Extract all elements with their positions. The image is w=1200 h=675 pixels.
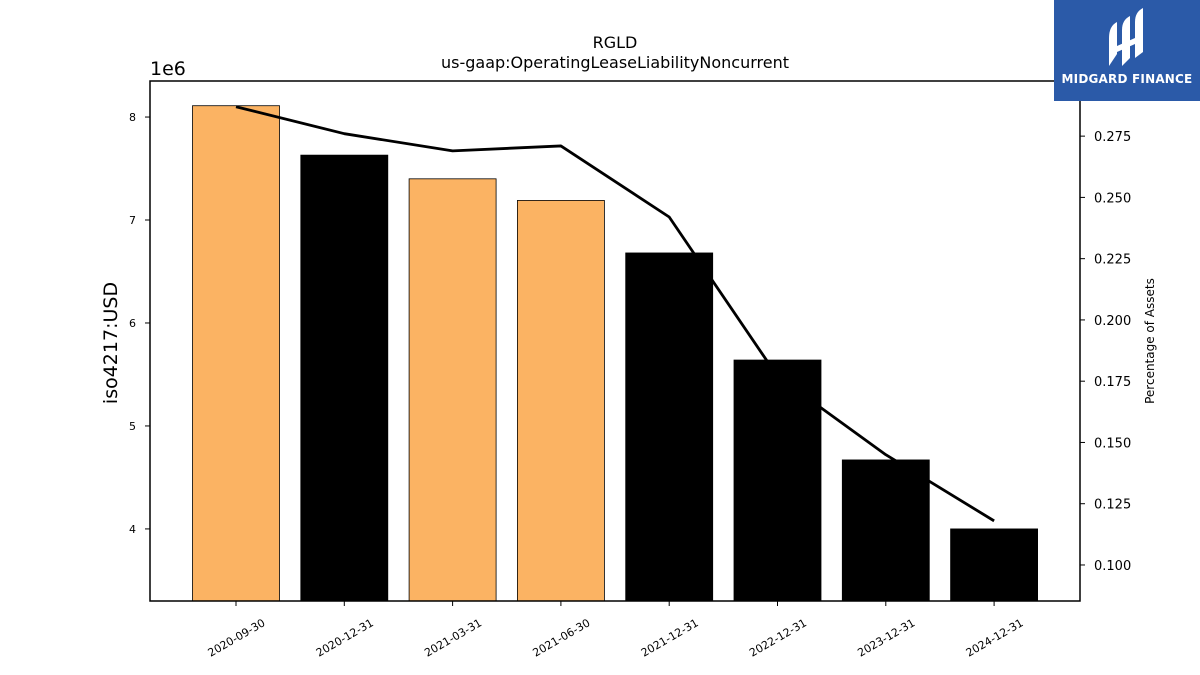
y-offset-label: 1e6: [150, 58, 186, 80]
chart-subtitle: us-gaap:OperatingLeaseLiabilityNoncurren…: [441, 53, 789, 72]
y-tick-label: 8: [129, 111, 136, 124]
chart-title: RGLD: [593, 33, 638, 52]
y2-tick-label: 0.250: [1094, 191, 1131, 206]
y-tick-label: 6: [129, 317, 136, 330]
bar: [625, 252, 714, 602]
percentage-line: [235, 105, 995, 523]
y2-tick-label: 0.100: [1094, 559, 1131, 574]
logo-text: MIDGARD FINANCE: [1061, 72, 1193, 86]
y2-tick-label: 0.200: [1094, 314, 1131, 329]
y2-tick-label: 0.225: [1094, 253, 1131, 268]
y2-tick-label: 0.125: [1094, 498, 1131, 513]
x-tick-label: 2023-12-31: [855, 616, 917, 659]
y2-axis-label: Percentage of Assets: [1143, 278, 1157, 404]
y-tick-label: 5: [129, 420, 136, 433]
bar: [841, 459, 930, 602]
x-tick-label: 2021-06-30: [531, 616, 593, 659]
bar: [733, 359, 822, 602]
bar: [517, 200, 605, 602]
x-tick-label: 2020-12-31: [314, 616, 376, 659]
bar: [950, 528, 1038, 602]
x-tick-label: 2020-09-30: [206, 616, 268, 659]
x-tick-label: 2022-12-31: [747, 616, 809, 659]
bar: [300, 154, 389, 602]
x-tick-label: 2021-03-31: [422, 616, 484, 659]
y2-tick-label: 0.275: [1094, 130, 1131, 145]
y-tick-label: 7: [129, 214, 136, 227]
logo-mark-icon: [1109, 8, 1143, 66]
y2-tick-label: 0.150: [1094, 436, 1131, 451]
y-tick-label: 4: [129, 523, 136, 536]
midgard-finance-logo: MIDGARD FINANCE: [1054, 0, 1200, 101]
bar: [408, 178, 497, 602]
y-axis-label: iso4217:USD: [100, 282, 122, 404]
plot-frame: [149, 80, 1081, 602]
x-tick-label: 2024-12-31: [964, 616, 1026, 659]
bar: [192, 105, 280, 602]
x-tick-label: 2021-12-31: [639, 616, 701, 659]
y2-tick-label: 0.175: [1094, 375, 1131, 390]
